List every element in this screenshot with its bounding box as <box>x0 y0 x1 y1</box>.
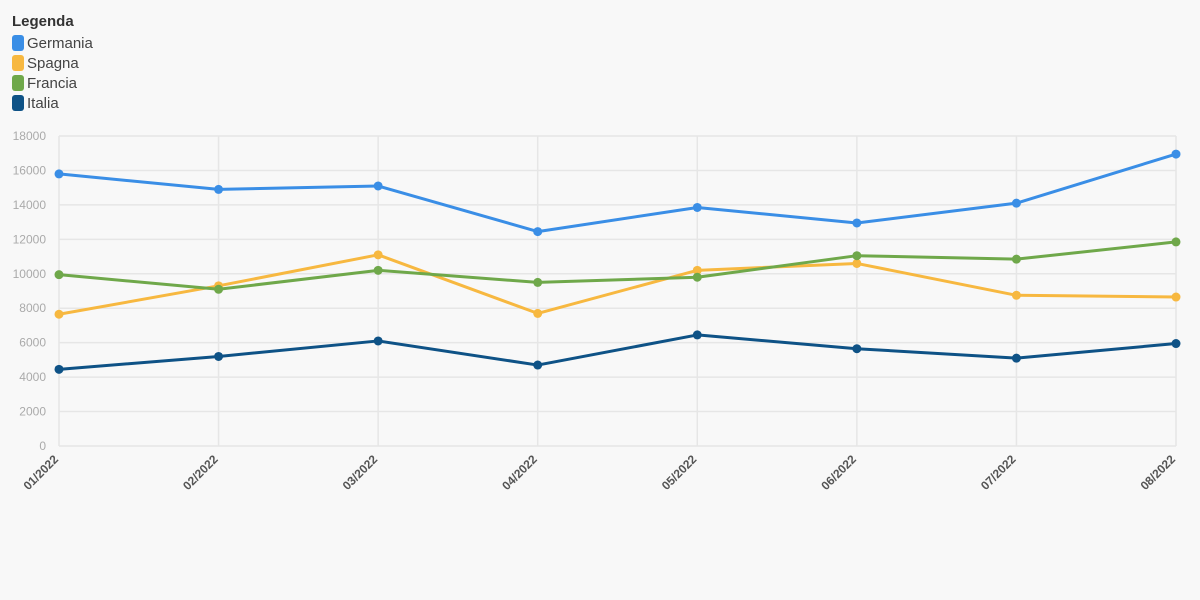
data-point <box>1011 198 1021 208</box>
legend-title: Legenda <box>12 13 74 30</box>
data-point <box>533 308 543 318</box>
data-point <box>54 309 64 319</box>
legend-item-francia[interactable]: Francia <box>12 73 93 93</box>
series-line <box>58 152 1177 234</box>
x-axis-ticks: 01/2022 02/2022 03/2022 04/2022 05/2022 06/20… <box>21 452 1179 493</box>
legend-item-italia[interactable]: Italia <box>12 93 93 113</box>
y-axis-ticks: 0 2000 4000 6000 8000 10000 12000 14000 16000 180… <box>13 129 47 453</box>
x-tick-label: 03/2022 <box>340 452 381 493</box>
series-line <box>58 253 1177 316</box>
data-point <box>852 251 862 261</box>
y-tick-label: 2000 <box>19 405 46 419</box>
data-point <box>1171 339 1181 349</box>
legend-swatch <box>12 35 24 51</box>
y-tick-label: 4000 <box>19 370 46 384</box>
legend-swatch <box>12 55 24 71</box>
data-point <box>692 272 702 282</box>
data-point <box>373 336 383 346</box>
x-tick-label: 04/2022 <box>499 452 540 493</box>
x-tick-label: 08/2022 <box>1138 452 1179 493</box>
grid <box>58 135 1177 447</box>
y-tick-label: 0 <box>39 439 46 453</box>
data-point <box>214 184 224 194</box>
data-point <box>214 351 224 361</box>
data-point <box>533 360 543 370</box>
data-point <box>692 202 702 212</box>
legend-label: Francia <box>27 74 78 92</box>
y-tick-label: 8000 <box>19 301 46 315</box>
legend-label: Spagna <box>27 54 79 72</box>
legend-label: Germania <box>27 34 93 52</box>
y-tick-label: 14000 <box>13 198 47 212</box>
x-tick-label: 07/2022 <box>978 452 1019 493</box>
x-tick-label: 02/2022 <box>180 452 221 493</box>
data-point <box>373 250 383 260</box>
y-tick-label: 12000 <box>13 232 47 246</box>
legend-swatch <box>12 75 24 91</box>
data-point <box>373 181 383 191</box>
series-line <box>58 240 1177 291</box>
y-tick-label: 6000 <box>19 336 46 350</box>
legend-item-germania[interactable]: Germania <box>12 33 93 53</box>
data-point <box>54 364 64 374</box>
data-point <box>1011 290 1021 300</box>
data-point <box>1011 353 1021 363</box>
data-point <box>852 258 862 268</box>
series-line <box>58 333 1177 371</box>
data-point <box>1171 237 1181 247</box>
y-tick-label: 10000 <box>13 267 47 281</box>
series-francia <box>54 237 1181 294</box>
data-point <box>214 284 224 294</box>
legend: Legenda Germania Spagna Francia Italia <box>12 13 93 113</box>
legend-items: Germania Spagna Francia Italia <box>12 33 93 113</box>
data-point <box>852 344 862 354</box>
data-point <box>692 330 702 340</box>
data-point <box>1171 292 1181 302</box>
data-point <box>54 270 64 280</box>
data-point <box>54 169 64 179</box>
x-tick-label: 06/2022 <box>818 452 859 493</box>
y-tick-label: 18000 <box>13 129 47 143</box>
data-point <box>1171 149 1181 159</box>
series-italia <box>54 330 1181 374</box>
legend-item-spagna[interactable]: Spagna <box>12 53 93 73</box>
series-spagna <box>54 250 1181 319</box>
x-tick-label: 01/2022 <box>21 452 62 493</box>
legend-label: Italia <box>27 94 59 112</box>
series-germania <box>54 149 1181 237</box>
data-point <box>533 227 543 237</box>
x-tick-label: 05/2022 <box>659 452 700 493</box>
legend-swatch <box>12 95 24 111</box>
data-point <box>533 277 543 287</box>
data-point <box>692 265 702 275</box>
data-point <box>852 218 862 228</box>
data-point <box>373 265 383 275</box>
data-point <box>1011 254 1021 264</box>
y-tick-label: 16000 <box>13 163 47 177</box>
